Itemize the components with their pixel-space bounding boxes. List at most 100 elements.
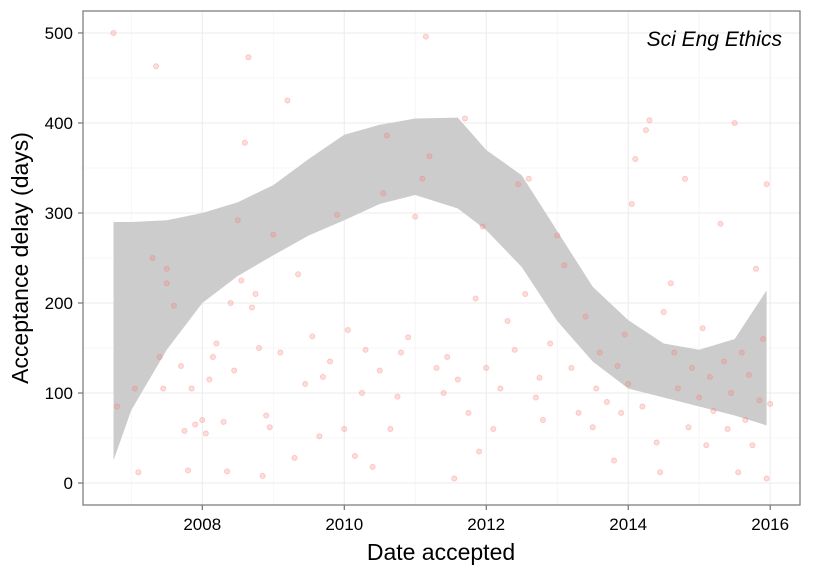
data-point [582,313,589,320]
data-point [252,291,259,298]
x-axis-title: Date accepted [367,539,515,565]
data-point [192,421,199,428]
data-point [603,399,610,406]
data-point [763,181,770,188]
data-point [532,394,539,401]
data-point [547,340,554,347]
data-point [625,381,632,388]
data-point [735,469,742,476]
data-point [767,400,774,407]
data-point [135,469,142,476]
data-point [376,367,383,374]
data-point [674,385,681,392]
data-point [369,463,376,470]
data-point [327,358,334,365]
data-point [156,354,163,361]
data-point [405,334,412,341]
data-point [660,309,667,316]
data-point [611,457,618,464]
data-point [387,426,394,433]
x-tick-label: 2012 [467,515,505,534]
data-point [621,331,628,338]
data-point [593,385,600,392]
data-point [614,363,621,370]
data-point [728,390,735,397]
panel-border [82,10,801,506]
data-point [685,424,692,431]
data-point [245,54,252,61]
data-point [248,304,255,311]
x-tick-label: 2010 [325,515,363,534]
data-point [380,190,387,197]
data-point [231,367,238,374]
data-point [426,153,433,160]
data-point [561,262,568,269]
data-point [632,155,639,162]
x-tick-label: 2016 [751,515,789,534]
data-point [383,132,390,139]
data-point [454,376,461,383]
data-point [717,220,724,227]
data-point [515,181,522,188]
data-point [465,409,472,416]
data-point [589,424,596,431]
confidence-band [113,117,767,461]
data-point [646,117,653,124]
y-tick-label: 300 [45,204,73,223]
data-point [696,394,703,401]
data-point [114,403,121,410]
data-point [163,265,170,272]
data-point [760,336,767,343]
data-point [209,354,216,361]
data-point [238,277,245,284]
data-point [476,448,483,455]
data-point [362,346,369,353]
data-point [511,346,518,353]
data-point [596,349,603,356]
y-tick-label: 400 [45,114,73,133]
data-point [618,409,625,416]
data-point [177,363,184,370]
data-point [440,390,447,397]
data-point [472,295,479,302]
data-point [749,442,756,449]
data-point [259,472,266,479]
data-point [153,63,160,70]
data-point [284,97,291,104]
data-point [525,175,532,182]
data-point [213,340,220,347]
data-point [689,364,696,371]
data-point [639,403,646,410]
data-point [699,325,706,332]
data-point [536,374,543,381]
data-point [444,354,451,361]
data-point [256,345,263,352]
data-point [263,412,270,419]
data-point [575,409,582,416]
data-point [628,200,635,207]
data-point [419,175,426,182]
data-point [316,433,323,440]
data-point [568,364,575,371]
data-point [742,417,749,424]
data-point [131,385,138,392]
data-point [188,385,195,392]
y-tick-label: 500 [45,24,73,43]
data-point [234,217,241,224]
data-point [721,358,728,365]
y-tick-label: 100 [45,384,73,403]
data-point [170,302,177,309]
data-point [657,469,664,476]
data-point [358,390,365,397]
data-point [763,475,770,482]
data-point [490,426,497,433]
data-point [206,376,213,383]
data-point [667,280,674,287]
data-point [522,291,529,298]
data-point [302,381,309,388]
data-point [319,373,326,380]
data-point [703,442,710,449]
x-tick-label: 2008 [183,515,221,534]
data-point [266,424,273,431]
